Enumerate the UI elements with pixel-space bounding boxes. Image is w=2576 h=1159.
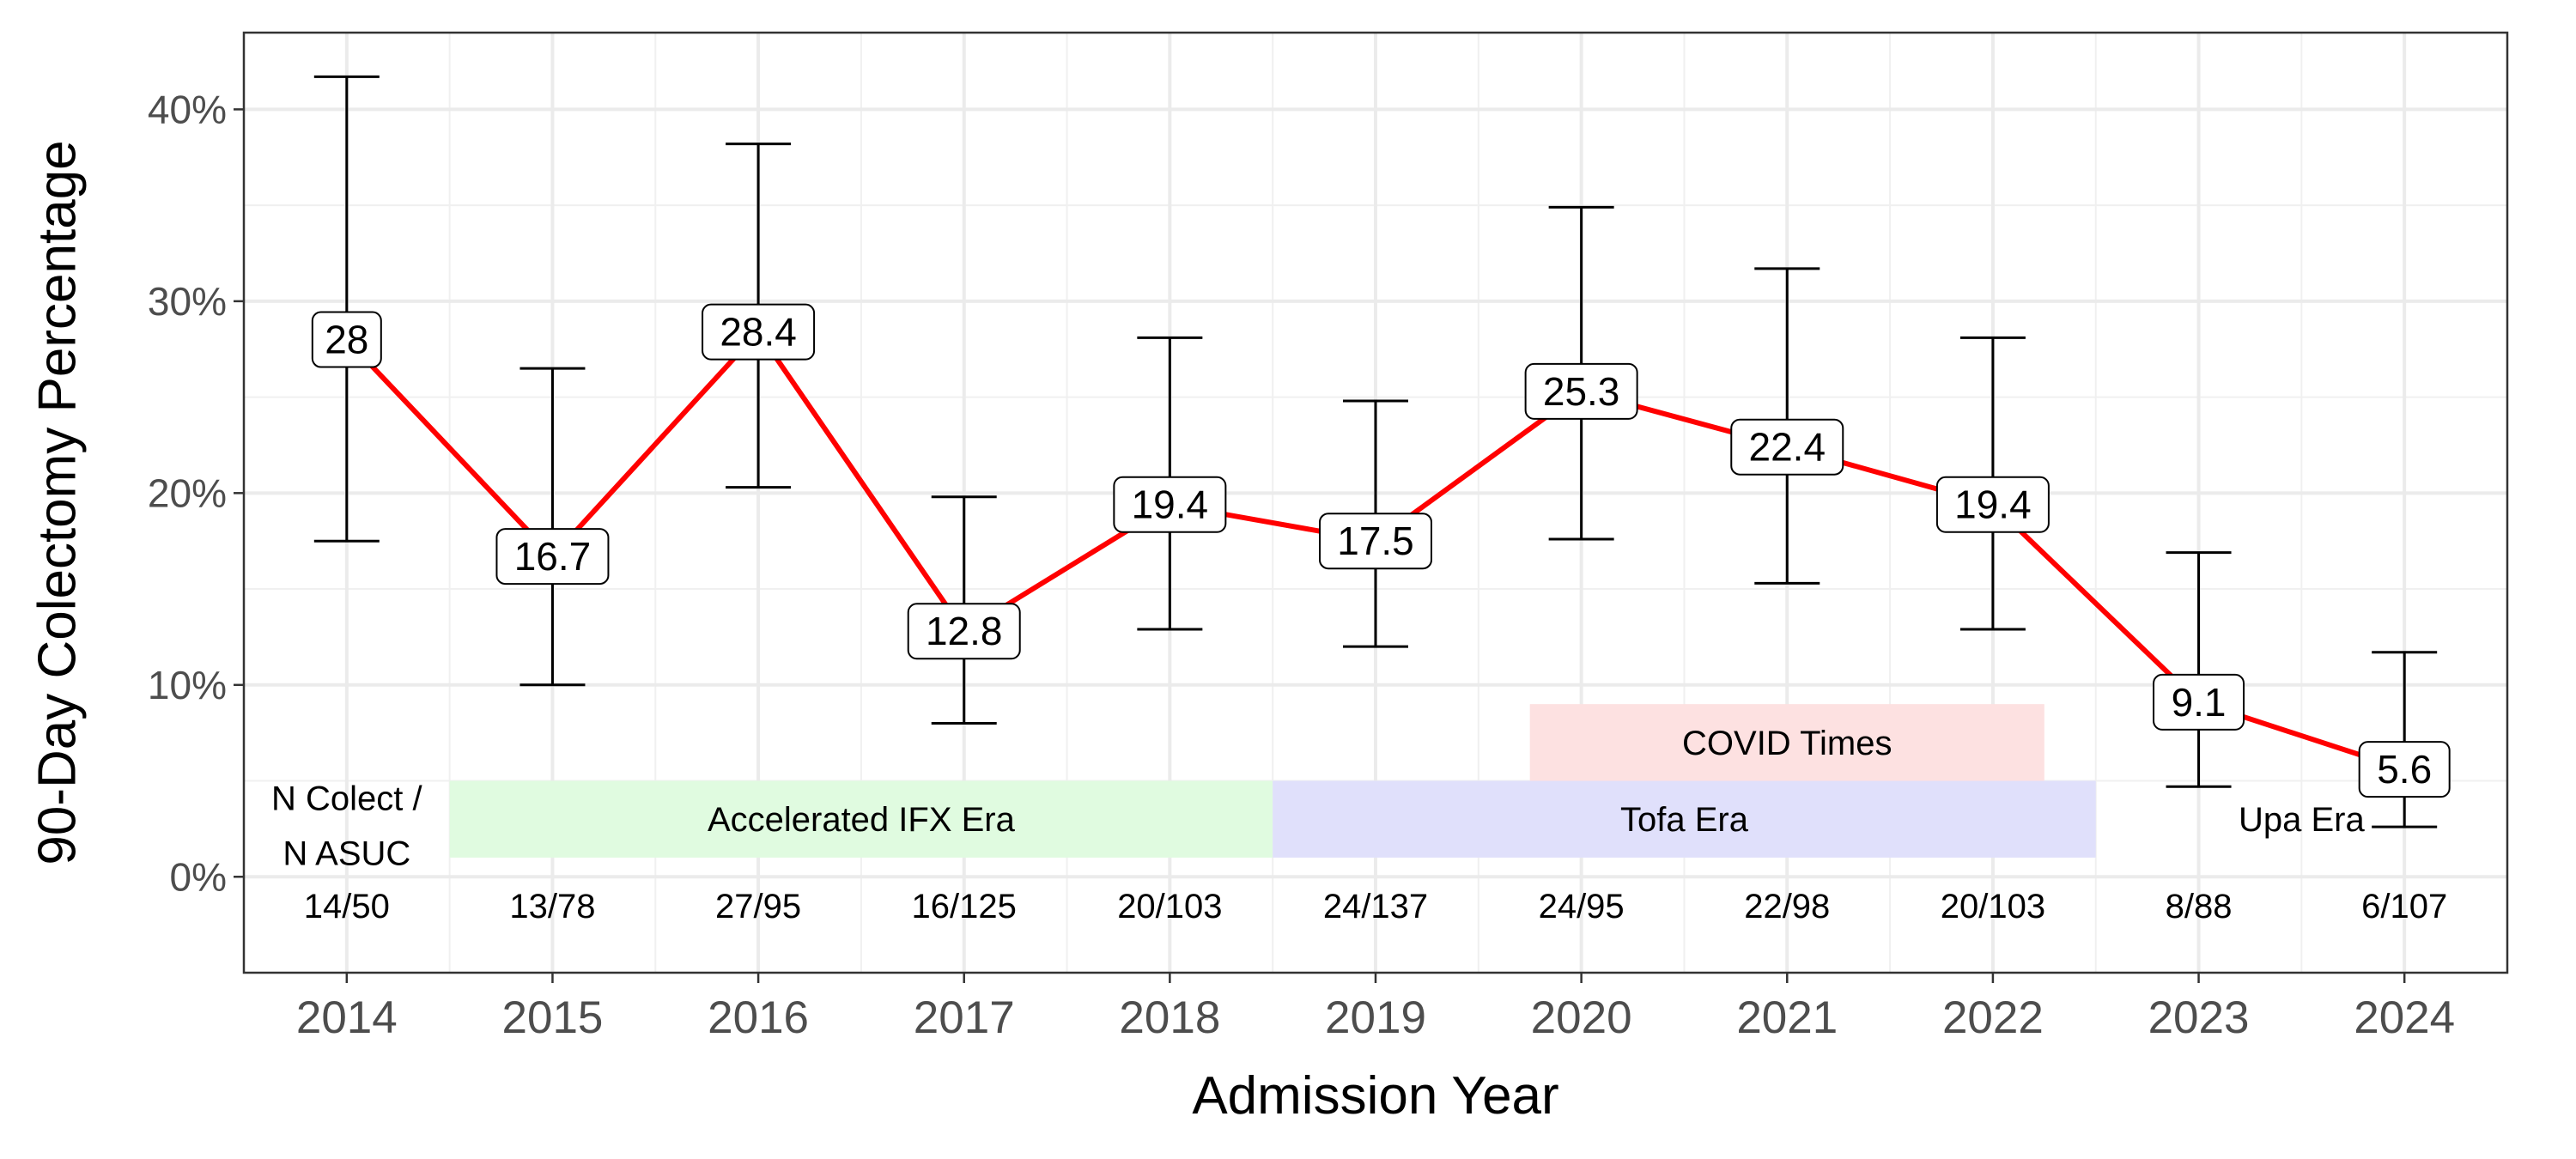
count-label: 22/98	[1744, 888, 1830, 925]
y-tick-label: 0%	[170, 854, 227, 899]
count-label: 16/125	[912, 888, 1017, 925]
x-tick-label: 2023	[2148, 992, 2250, 1043]
value-label-box	[495, 528, 610, 586]
era-label: COVID Times	[1682, 725, 1892, 762]
count-header: N ASUC	[283, 835, 410, 873]
count-label: 13/78	[509, 888, 595, 925]
y-tick-label: 10%	[148, 663, 227, 707]
x-tick-label: 2021	[1736, 992, 1838, 1043]
value-label-box	[311, 311, 382, 368]
value-label: 25.3	[1543, 369, 1620, 414]
value-label-box	[1935, 476, 2050, 533]
count-label: 14/50	[304, 888, 390, 925]
era-band	[1273, 780, 2096, 858]
x-tick-label: 2014	[296, 992, 398, 1043]
count-label: 20/103	[1117, 888, 1222, 925]
x-tick-label: 2019	[1325, 992, 1426, 1043]
era-label: Tofa Era	[1620, 801, 1749, 839]
value-label: 17.5	[1337, 519, 1414, 563]
count-header: N Colect /	[271, 780, 422, 818]
x-tick-label: 2015	[502, 992, 604, 1043]
era-band	[1529, 704, 2044, 781]
value-label: 5.6	[2377, 747, 2432, 792]
x-tick-label: 2020	[1531, 992, 1632, 1043]
value-label-box	[1524, 362, 1638, 420]
value-label: 19.4	[1132, 482, 1209, 527]
value-label-box	[2358, 741, 2451, 798]
count-label: 24/95	[1539, 888, 1625, 925]
y-tick-label: 40%	[148, 87, 227, 131]
value-label-box	[1113, 476, 1227, 533]
x-tick-label: 2017	[914, 992, 1015, 1043]
value-label: 12.8	[926, 609, 1003, 653]
count-label: 6/107	[2361, 888, 2447, 925]
value-label-box	[2153, 673, 2245, 731]
x-tick-label: 2016	[708, 992, 809, 1043]
count-label: 24/137	[1323, 888, 1428, 925]
value-label: 16.7	[514, 534, 592, 579]
value-label-box	[702, 303, 816, 361]
x-tick-label: 2022	[1942, 992, 2044, 1043]
value-label: 28	[325, 318, 368, 362]
era-label: Upa Era	[2239, 801, 2365, 839]
x-tick-label: 2018	[1119, 992, 1220, 1043]
count-labels: 14/50 13/78 27/95 16/125 20/103 24/137 24/95 22…	[271, 780, 2447, 925]
value-label: 22.4	[1749, 425, 1826, 470]
count-label: 8/88	[2166, 888, 2233, 925]
axis-ticks: 0% 10% 20% 30% 40% 2014 2015 2016 2017 2018 2019 20…	[148, 87, 2455, 1043]
y-axis-title: 90-Day Colectomy Percentage	[28, 140, 88, 865]
value-label-box	[907, 603, 1021, 660]
value-label: 9.1	[2172, 680, 2227, 725]
era-band	[449, 780, 1273, 858]
x-tick-label: 2024	[2354, 992, 2455, 1043]
era-bands: Accelerated IFX Era Tofa Era COVID Times Up…	[449, 704, 2365, 858]
y-tick-label: 30%	[148, 279, 227, 324]
y-tick-label: 20%	[148, 470, 227, 515]
count-label: 27/95	[715, 888, 801, 925]
value-label-box	[1730, 418, 1844, 476]
x-axis-title: Admission Year	[1192, 1066, 1558, 1126]
value-labels: 28 16.7 28.4 12.8 19.4 17.5 25.3 22.4 19.4 9.1 5.6	[311, 303, 2451, 798]
value-label-box	[1319, 513, 1432, 570]
value-label: 28.4	[720, 310, 797, 355]
value-label: 19.4	[1954, 482, 2032, 527]
count-label: 20/103	[1941, 888, 2045, 925]
era-label: Accelerated IFX Era	[708, 801, 1016, 839]
